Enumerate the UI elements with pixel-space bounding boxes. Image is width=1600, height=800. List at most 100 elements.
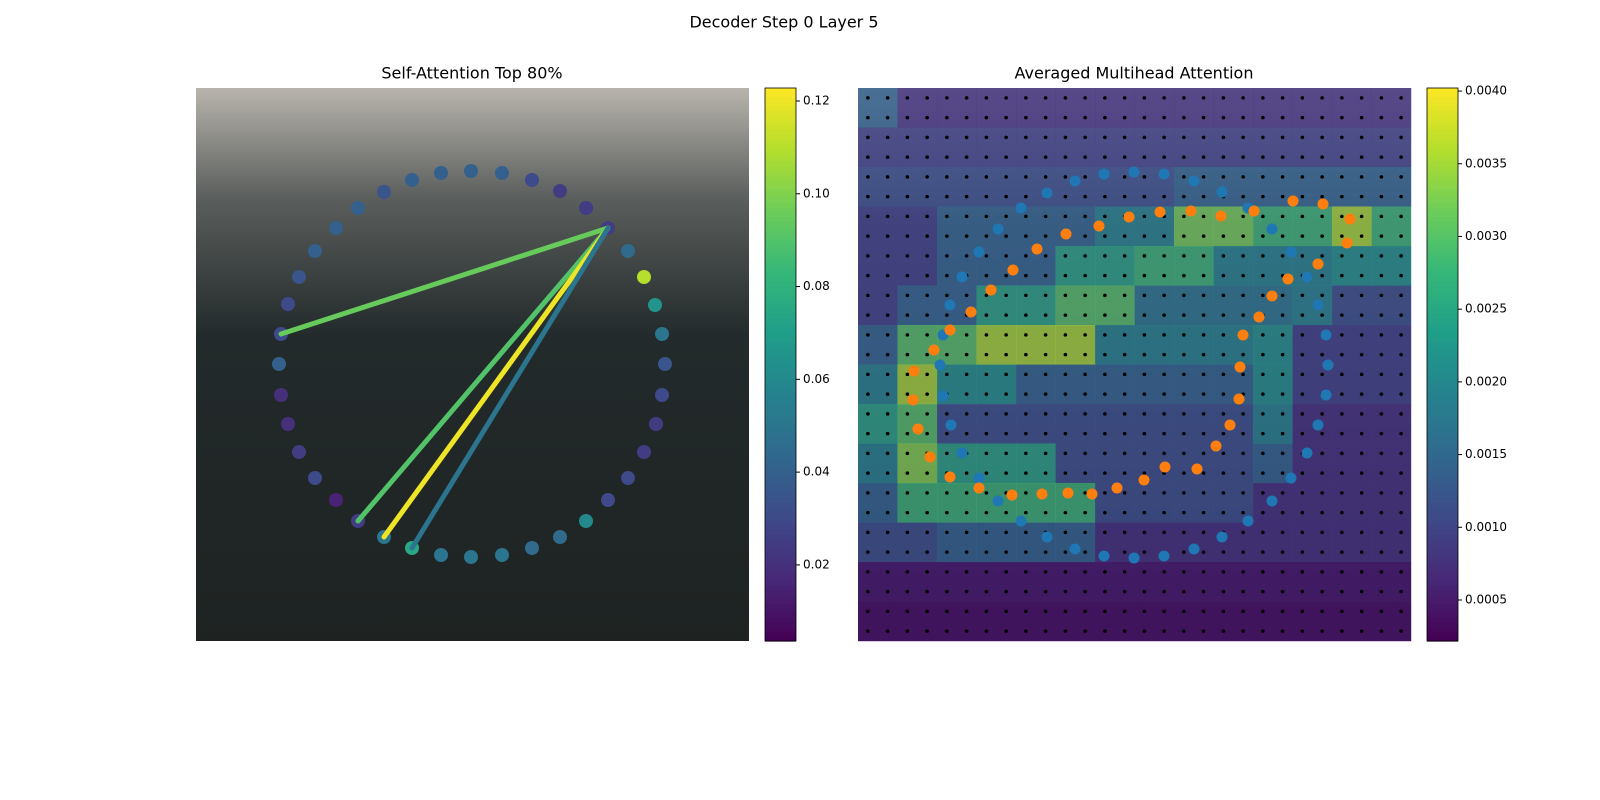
- sample-dot: [1103, 96, 1107, 100]
- sample-dot: [1359, 96, 1364, 100]
- sample-dot: [1201, 510, 1206, 515]
- heatmap-cell: [1055, 127, 1096, 168]
- sample-dot: [1162, 570, 1166, 574]
- sample-dot: [905, 175, 910, 179]
- reference-point: [965, 306, 977, 318]
- sample-dot: [1280, 155, 1285, 159]
- reference-point: [1188, 175, 1200, 187]
- attention-point: [649, 417, 663, 431]
- colorbar-tick-label: 0.04: [803, 465, 830, 479]
- sample-dot: [1103, 491, 1107, 495]
- colorbar-step: [765, 364, 796, 370]
- sample-dot: [1083, 491, 1087, 495]
- colorbar-step: [765, 276, 796, 283]
- sample-dot: [1063, 372, 1068, 377]
- sample-dot: [1280, 333, 1285, 337]
- colorbar-step: [1427, 470, 1458, 476]
- heatmap-cell: [1213, 562, 1254, 602]
- colorbar-tick-label: 0.0005: [1465, 592, 1507, 606]
- sample-dot: [1122, 115, 1127, 120]
- colorbar-step: [1427, 318, 1458, 324]
- sample-dot: [1043, 451, 1048, 456]
- colorbar-step: [1427, 230, 1458, 237]
- sample-dot: [1241, 273, 1245, 278]
- attention-point: [377, 185, 391, 199]
- colorbar-step: [1427, 502, 1458, 508]
- sample-dot: [1063, 471, 1068, 475]
- sample-dot: [984, 530, 989, 535]
- sample-dot: [1142, 372, 1147, 377]
- reference-point: [1128, 552, 1140, 564]
- colorbar-step: [1427, 405, 1458, 412]
- sample-dot: [1379, 609, 1384, 614]
- sample-dot: [1103, 609, 1107, 614]
- sample-dot: [925, 550, 929, 554]
- sample-dot: [1083, 273, 1087, 278]
- sample-dot: [1142, 412, 1147, 416]
- sample-dot: [1024, 510, 1028, 515]
- sample-dot: [1340, 471, 1344, 475]
- colorbar-step: [765, 290, 796, 296]
- reference-point: [1069, 175, 1081, 187]
- heatmap-cell: [1371, 127, 1412, 168]
- sample-dot: [1221, 175, 1226, 179]
- colorbar-step: [1427, 604, 1458, 610]
- sample-dot: [1162, 115, 1166, 120]
- colorbar-step: [1427, 576, 1458, 582]
- sample-dot: [1043, 589, 1048, 594]
- reference-point: [1317, 198, 1329, 210]
- sample-dot: [905, 254, 910, 258]
- heatmap-cell: [937, 443, 977, 484]
- colorbar-step: [1427, 157, 1458, 163]
- sample-dot: [925, 491, 929, 495]
- sample-dot: [866, 273, 870, 278]
- sample-dot: [984, 629, 989, 633]
- sample-dot: [1379, 589, 1384, 594]
- sample-dot: [905, 155, 910, 159]
- colorbar-step: [765, 318, 796, 324]
- heatmap-cell: [937, 601, 977, 642]
- sample-dot: [1122, 155, 1127, 159]
- sample-dot: [1359, 609, 1364, 614]
- sample-dot: [1221, 550, 1226, 554]
- colorbar-step: [1427, 253, 1458, 260]
- sample-dot: [905, 96, 910, 100]
- sample-dot: [1122, 273, 1127, 278]
- heatmap-cell: [1213, 88, 1254, 128]
- sample-dot: [1122, 609, 1127, 614]
- sample-dot: [905, 392, 910, 396]
- reference-point: [1036, 488, 1048, 500]
- sample-dot: [1379, 629, 1384, 633]
- sample-dot: [1340, 372, 1344, 377]
- colorbar-step: [765, 401, 796, 407]
- sample-dot: [925, 234, 929, 238]
- heatmap-cell: [976, 364, 1017, 405]
- sample-dot: [1320, 313, 1324, 317]
- colorbar-step: [765, 170, 796, 177]
- sample-dot: [866, 491, 870, 495]
- colorbar-step: [765, 166, 796, 172]
- colorbar-step: [1427, 622, 1458, 628]
- sample-dot: [1004, 96, 1008, 100]
- heatmap-cell: [1253, 522, 1293, 563]
- heatmap-cell: [1055, 325, 1096, 365]
- heatmap-cell: [858, 522, 898, 563]
- sample-dot: [1340, 214, 1344, 219]
- sample-dot: [1261, 352, 1265, 357]
- sample-dot: [1043, 135, 1048, 140]
- heatmap-cell: [1174, 404, 1214, 444]
- sample-dot: [984, 431, 989, 436]
- heatmap-cell: [1134, 88, 1175, 128]
- sample-dot: [866, 451, 870, 456]
- sample-dot: [1162, 629, 1166, 633]
- sample-dot: [945, 293, 949, 298]
- sample-dot: [1162, 194, 1166, 199]
- sample-dot: [964, 609, 969, 614]
- heatmap-cell: [1055, 443, 1096, 484]
- sample-dot: [984, 96, 989, 100]
- sample-dot: [964, 194, 969, 199]
- sample-dot: [866, 550, 870, 554]
- colorbar-step: [765, 581, 796, 587]
- sample-dot: [1122, 333, 1127, 337]
- colorbar-step: [765, 203, 796, 209]
